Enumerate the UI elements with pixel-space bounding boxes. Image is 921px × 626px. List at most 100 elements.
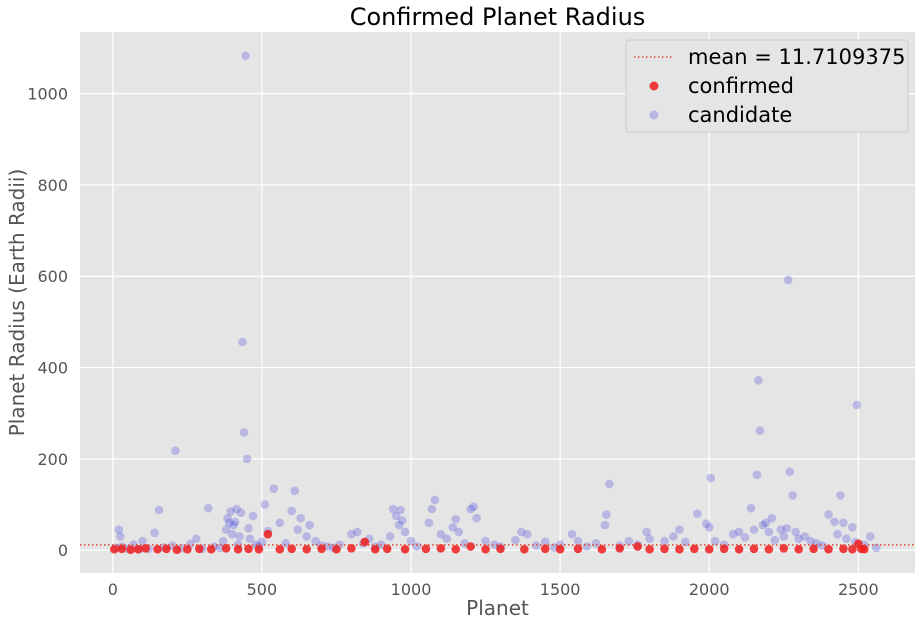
candidate-point <box>347 529 356 539</box>
confirmed-point <box>704 544 714 554</box>
candidate-point <box>770 535 780 545</box>
candidate-point <box>223 513 232 523</box>
x-tick-label: 0 <box>108 580 118 599</box>
candidate-point <box>218 536 228 546</box>
legend-candidate-label: candidate <box>688 103 792 127</box>
candidate-point <box>454 527 464 537</box>
confirmed-point <box>540 544 550 554</box>
candidate-point <box>260 500 270 509</box>
confirmed-point <box>233 544 243 554</box>
candidate-point <box>203 503 213 513</box>
candidate-point <box>466 504 475 514</box>
candidate-point <box>430 495 440 505</box>
y-tick-label: 1000 <box>27 85 68 104</box>
confirmed-point <box>749 544 759 554</box>
candidate-point <box>852 400 862 410</box>
candidate-point <box>642 527 651 537</box>
candidate-point <box>287 506 297 516</box>
candidate-point <box>779 532 789 541</box>
y-tick-label: 600 <box>37 267 68 286</box>
y-axis-title: Planet Radius (Earth Radii) <box>5 169 29 437</box>
confirmed-point <box>109 544 119 554</box>
confirmed-point <box>597 544 607 554</box>
candidate-point <box>238 337 247 347</box>
candidate-point <box>472 513 481 523</box>
confirmed-point <box>421 544 431 554</box>
candidate-point <box>523 529 532 539</box>
confirmed-point <box>117 544 127 554</box>
confirmed-point <box>481 544 490 554</box>
x-tick-label: 1500 <box>540 580 581 599</box>
confirmed-point <box>839 544 848 554</box>
grid-lines <box>80 32 915 573</box>
candidate-point <box>734 527 744 537</box>
candidate-point <box>469 502 478 512</box>
candidate-point <box>229 520 238 530</box>
candidate-point <box>758 520 768 530</box>
candidate-point <box>150 528 159 538</box>
confirmed-point <box>287 544 297 554</box>
y-tick-label: 400 <box>37 359 68 378</box>
candidate-point <box>755 426 765 435</box>
confirmed-point <box>263 529 273 539</box>
candidate-point <box>782 523 792 533</box>
candidate-point <box>269 484 279 493</box>
candidate-point <box>138 536 147 546</box>
y-tick-label: 0 <box>58 541 68 560</box>
candidate-point <box>436 529 446 539</box>
candidate-point <box>226 507 235 516</box>
candidate-point <box>239 428 249 437</box>
confirmed-point <box>824 544 833 554</box>
confirmed-point <box>194 544 204 554</box>
confirmed-point <box>764 544 774 554</box>
candidate-point <box>396 505 405 515</box>
candidate-point <box>776 525 786 534</box>
candidate-point <box>281 539 291 548</box>
candidate-point <box>305 520 314 530</box>
candidate-point <box>171 446 180 455</box>
confirmed-point <box>172 545 182 555</box>
confirmed-point <box>719 544 729 554</box>
candidate-point <box>275 518 285 528</box>
candidate-point <box>600 520 610 530</box>
candidate-point <box>848 523 857 532</box>
candidate-point <box>785 467 795 476</box>
confirmed-point <box>633 542 642 551</box>
candidate-point <box>353 527 362 537</box>
confirmed-point <box>660 544 669 554</box>
candidate-point <box>752 470 762 480</box>
candidate-point <box>645 534 654 544</box>
candidate-point <box>871 543 881 553</box>
candidate-point <box>573 536 583 546</box>
candidate-point <box>221 525 231 534</box>
candidate-point <box>764 527 774 537</box>
candidate-point <box>836 491 845 500</box>
candidate-point <box>591 539 601 548</box>
candidate-point <box>800 532 809 541</box>
candidate-point <box>115 532 125 541</box>
candidate-point <box>788 491 798 500</box>
candidate-point <box>567 529 577 539</box>
candidate-point <box>511 535 520 545</box>
candidate-point <box>397 516 407 525</box>
confirmed-point <box>848 544 857 554</box>
legend-mean-label: mean = 11.7109375 <box>688 45 905 69</box>
confirmed-point <box>520 544 529 554</box>
confirmed-point <box>141 544 150 553</box>
confirmed-point <box>779 544 789 553</box>
candidate-point <box>605 479 614 489</box>
candidate-point <box>442 534 452 544</box>
candidate-point <box>451 514 461 524</box>
candidate-point <box>681 537 690 547</box>
y-tick-label: 800 <box>37 176 68 195</box>
confirmed-point <box>675 544 684 554</box>
candidate-point <box>754 376 763 385</box>
candidate-point <box>824 510 833 519</box>
confirmed-point <box>690 544 699 554</box>
candidate-point <box>427 504 437 514</box>
candidate-point <box>740 533 750 542</box>
candidate-point <box>767 513 777 523</box>
candidate-point <box>290 486 300 496</box>
candidate-point <box>675 525 684 534</box>
legend-confirmed-swatch <box>649 81 659 91</box>
